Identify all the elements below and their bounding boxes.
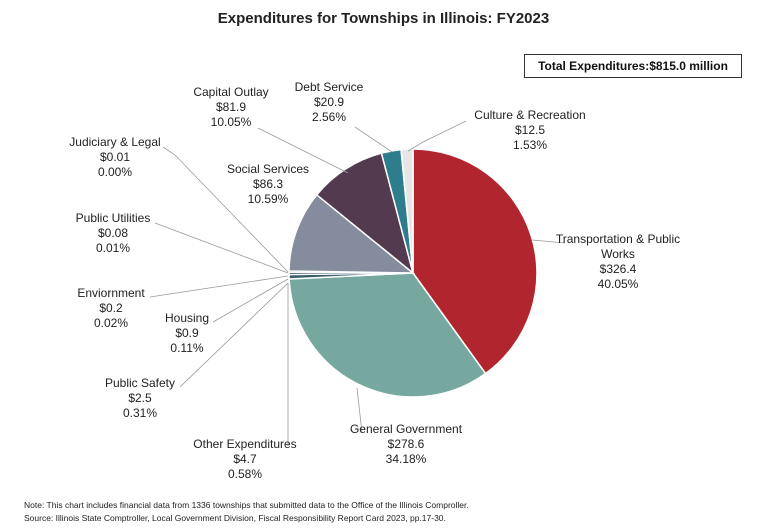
- data-label: Transportation & Public Works $326.4 40.05%: [556, 232, 680, 291]
- leader-line: [212, 278, 289, 323]
- data-label: General Government $278.6 34.18%: [350, 422, 463, 466]
- data-label: Other Expenditures $4.7 0.58%: [193, 437, 296, 481]
- data-label: Social Services $86.3 10.59%: [227, 162, 309, 206]
- leader-line: [356, 387, 363, 434]
- source-text: Source: Illinois State Comptroller, Loca…: [24, 513, 446, 523]
- data-label: Capital Outlay $81.9 10.05%: [193, 85, 268, 129]
- leader-line: [407, 120, 467, 152]
- pie-slices: [288, 148, 538, 398]
- data-label: Public Safety $2.5 0.31%: [105, 376, 175, 420]
- pie-slice-culture-recreation: [400, 148, 414, 274]
- data-label: Housing $0.9 0.11%: [165, 311, 209, 355]
- leader-line: [179, 282, 289, 388]
- data-label: Judiciary & Legal $0.01 0.00%: [69, 135, 160, 179]
- pie-slice-general-government: [288, 272, 487, 398]
- data-label: Enviornment $0.2 0.02%: [77, 286, 145, 330]
- total-expenditures-box: Total Expenditures:$815.0 million: [524, 54, 742, 78]
- pie-slice-social-services: [288, 193, 416, 274]
- pie-slice-transportation-public-works: [412, 148, 538, 375]
- leader-line: [162, 146, 289, 273]
- data-label: Culture & Recreation $12.5 1.53%: [474, 108, 585, 152]
- note-text: Note: This chart includes financial data…: [24, 500, 469, 510]
- data-label: Debt Service $20.9 2.56%: [295, 80, 364, 124]
- leader-line: [149, 275, 289, 298]
- leader-lines: [149, 120, 566, 446]
- leader-line: [257, 127, 349, 174]
- leader-line: [154, 222, 289, 274]
- chart-title: Expenditures for Townships in Illinois: …: [217, 10, 550, 27]
- leader-line: [354, 126, 393, 153]
- leader-line: [531, 239, 566, 244]
- data-label: Public Utilities $0.08 0.01%: [76, 211, 151, 255]
